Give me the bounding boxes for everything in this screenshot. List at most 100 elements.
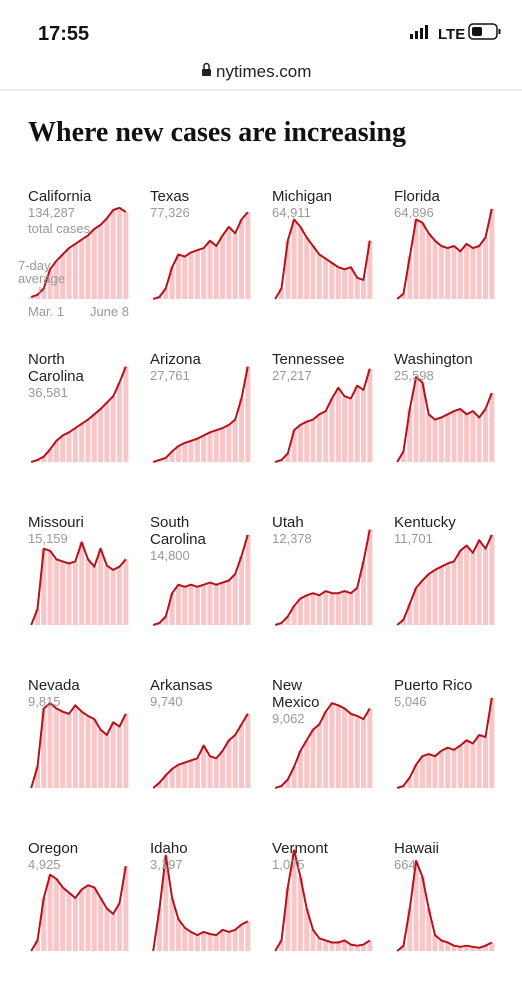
average-line [30, 206, 127, 298]
daily-bar [220, 929, 226, 951]
daily-bar [245, 212, 251, 299]
daily-bar [53, 708, 59, 788]
daily-bar [213, 935, 219, 951]
daily-bar [60, 561, 66, 625]
daily-bar [91, 719, 97, 788]
daily-bar [342, 591, 348, 625]
daily-bar [470, 248, 476, 299]
daily-bar [207, 582, 213, 625]
daily-bar [182, 442, 188, 462]
daily-bar [156, 782, 163, 788]
daily-bar [123, 866, 129, 951]
average-line [30, 541, 127, 626]
daily-bar [188, 252, 194, 299]
url-text[interactable]: nytimes.com [216, 62, 311, 81]
daily-bar [329, 703, 335, 788]
daily-bar [285, 240, 291, 299]
daily-bar [278, 940, 285, 951]
daily-bar [201, 931, 207, 951]
daily-bar [419, 222, 425, 299]
daily-bar [79, 239, 85, 299]
daily-bar [41, 288, 47, 299]
state-name: Utah [272, 514, 304, 531]
daily-bar [285, 453, 291, 462]
average-line [396, 534, 493, 626]
daily-bar [194, 758, 200, 788]
daily-bar [445, 563, 451, 625]
daily-bar [232, 419, 238, 462]
daily-bar [360, 279, 367, 299]
daily-bar [451, 749, 457, 788]
daily-bar [98, 729, 104, 788]
daily-bar [407, 603, 413, 625]
daily-bar [419, 580, 425, 625]
daily-bar [60, 887, 66, 951]
daily-bar [316, 414, 322, 462]
state-name: Tennessee [272, 351, 345, 368]
daily-bar [194, 438, 200, 462]
daily-bar [413, 219, 419, 299]
daily-bar [426, 233, 432, 299]
daily-bar [367, 529, 373, 625]
daily-bar [360, 944, 367, 951]
daily-bar [213, 758, 219, 788]
daily-bar [489, 697, 495, 788]
daily-bar [188, 440, 194, 462]
daily-bar [316, 724, 322, 788]
daily-bar [110, 722, 116, 788]
daily-bar [60, 435, 66, 462]
daily-bar [323, 258, 329, 299]
daily-bar [400, 451, 407, 462]
daily-bar [28, 296, 34, 299]
daily-bar [451, 945, 457, 951]
daily-bar [291, 430, 297, 462]
average-line [274, 218, 371, 300]
daily-bar [297, 750, 303, 788]
daily-bar [104, 565, 110, 625]
average-line [152, 366, 249, 463]
daily-bar [85, 419, 91, 462]
case-count: 664 [394, 857, 416, 872]
daily-bar [470, 946, 476, 951]
daily-bar [72, 243, 78, 299]
daily-bar [285, 616, 291, 625]
daily-bar [66, 432, 72, 462]
daily-bar [329, 262, 335, 299]
daily-bar [476, 417, 482, 462]
daily-bar [207, 934, 213, 951]
daily-bar [47, 874, 53, 951]
daily-bar [413, 377, 419, 462]
daily-bar [182, 586, 188, 625]
daily-bar [419, 756, 425, 788]
daily-bar [354, 277, 360, 299]
average-line [152, 854, 249, 952]
daily-bar [482, 737, 489, 788]
daily-bar [400, 945, 407, 951]
daily-bar [438, 417, 444, 462]
daily-bar [175, 584, 181, 625]
daily-bar [79, 889, 85, 951]
case-count: 5,046 [394, 694, 427, 709]
daily-bar [297, 226, 303, 299]
daily-bar [72, 428, 78, 462]
daily-bar [426, 414, 432, 462]
daily-bar [98, 548, 104, 625]
daily-bar [482, 945, 489, 951]
daily-bar [335, 593, 341, 625]
daily-bar [413, 764, 419, 788]
daily-bar [419, 876, 425, 951]
daily-bar [335, 942, 341, 951]
daily-bar [310, 419, 316, 462]
daily-bar [53, 559, 59, 625]
daily-bar [169, 768, 175, 788]
signal-icon [410, 25, 428, 39]
daily-bar [194, 586, 200, 625]
